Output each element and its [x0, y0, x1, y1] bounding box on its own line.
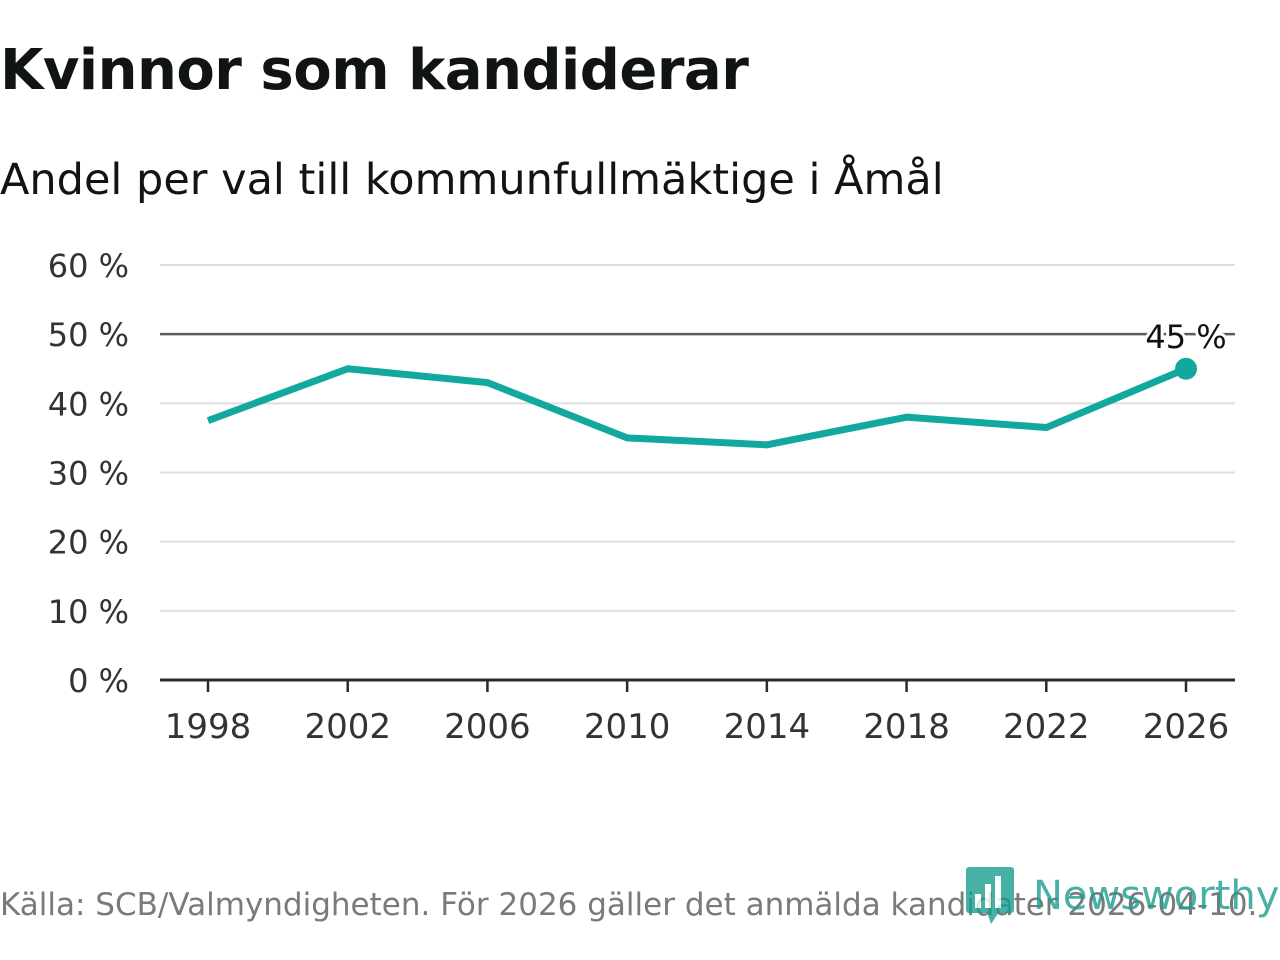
end-point-marker	[1175, 357, 1197, 380]
y-tick-label: 60 %	[48, 247, 129, 285]
x-tick-label: 2022	[1003, 707, 1090, 747]
x-tick-label: 2010	[584, 707, 671, 747]
y-tick-label: 50 %	[48, 316, 129, 354]
logo-text: Newsworthy	[1033, 873, 1280, 919]
y-tick-label: 20 %	[48, 524, 129, 562]
x-tick-label: 1998	[165, 707, 252, 747]
y-tick-label: 10 %	[48, 593, 129, 631]
x-tick-label: 2006	[444, 707, 531, 747]
x-tick-label: 2026	[1143, 707, 1230, 747]
axis-layer	[160, 678, 1235, 692]
end-value-label: 45 %	[1145, 318, 1226, 356]
y-tick-label: 30 %	[48, 455, 129, 493]
grid-layer	[160, 264, 1235, 612]
end-value-label-halo: 45 %	[1145, 318, 1226, 356]
y-tick-label: 40 %	[48, 385, 129, 423]
x-tick-label: 2014	[724, 707, 811, 747]
series-layer	[206, 357, 1197, 449]
y-tick-label: 0 %	[68, 662, 129, 700]
label-layer: 0 % 10 % 20 % 30 % 40 % 50 % 60 % 1998 2002 2006 2…	[48, 247, 1230, 747]
x-tick-label: 2002	[304, 707, 391, 747]
series-line	[206, 365, 1188, 449]
chart-subtitle: Andel per val till kommunfullmäktige i Å…	[0, 155, 944, 205]
source-note: Källa: SCB/Valmyndigheten. För 2026 gäll…	[0, 887, 1258, 923]
newsworthy-logo-icon	[966, 867, 1014, 924]
newsworthy-logo: Newsworthy	[965, 866, 1279, 926]
chart-title: Kvinnor som kandiderar	[0, 38, 749, 103]
x-tick-label: 2018	[863, 707, 950, 747]
